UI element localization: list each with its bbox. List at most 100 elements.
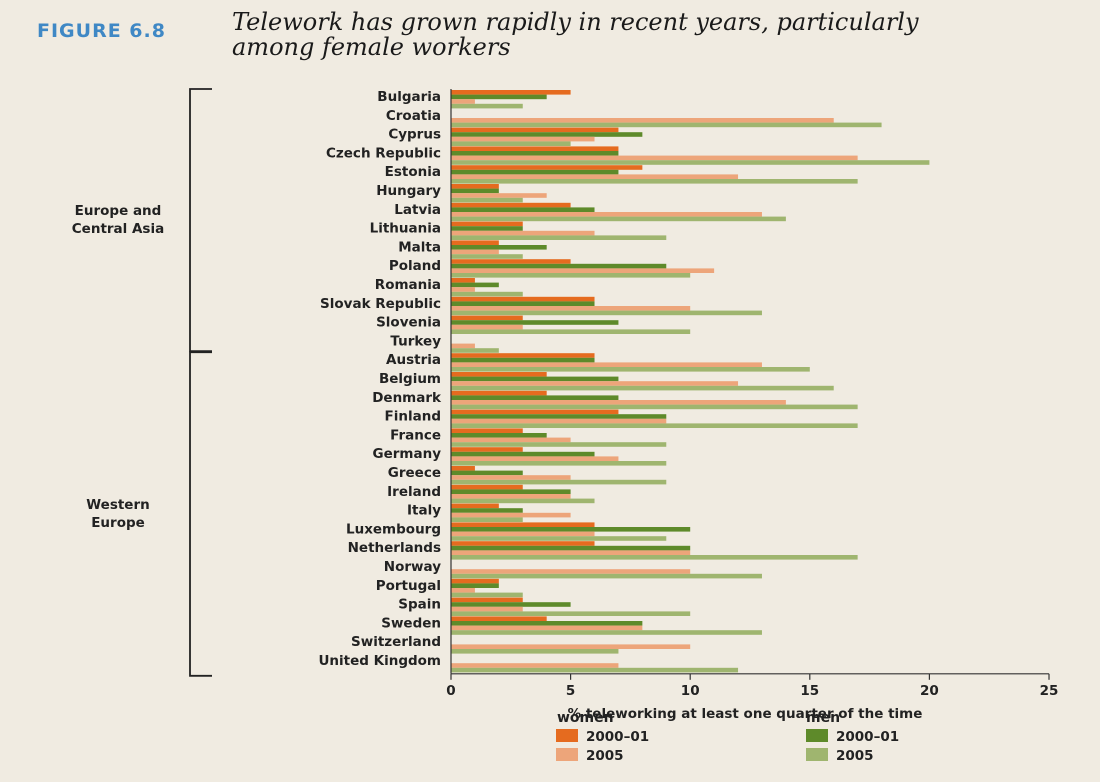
bar-france-s0 — [451, 428, 523, 433]
bar-croatia-s2 — [451, 118, 834, 123]
bar-lithuania-s3 — [451, 235, 667, 240]
bar-croatia-s3 — [451, 122, 882, 128]
bar-ireland-s3 — [451, 498, 595, 504]
bar-slovak-republic-s0 — [451, 296, 595, 302]
bar-poland-s2 — [451, 268, 715, 273]
category-label: Cyprus — [388, 127, 441, 143]
bar-malta-s2 — [451, 249, 499, 255]
bar-romania-s3 — [451, 291, 523, 297]
bar-germany-s3 — [451, 461, 667, 466]
bar-norway-s3 — [451, 573, 762, 579]
bar-slovak-republic-s1 — [451, 301, 595, 306]
category-label: Denmark — [372, 390, 442, 406]
bar-greece-s2 — [451, 475, 571, 480]
bar-luxembourg-s1 — [451, 527, 691, 532]
bar-norway-s2 — [451, 569, 691, 574]
bar-finland-s3 — [451, 423, 858, 428]
bar-hungary-s0 — [451, 184, 499, 189]
bar-italy-s0 — [451, 503, 499, 509]
bar-latvia-s3 — [451, 216, 786, 222]
bar-ireland-s2 — [451, 494, 571, 499]
category-label: United Kingdom — [318, 653, 441, 669]
category-label: Slovak Republic — [320, 296, 441, 312]
bar-hungary-s3 — [451, 197, 523, 203]
bar-sweden-s1 — [451, 621, 643, 626]
legend-label-women-2005: 2005 — [586, 748, 624, 764]
legend-swatch-women-2005 — [556, 748, 578, 761]
bar-luxembourg-s0 — [451, 522, 595, 527]
category-label: Turkey — [390, 333, 441, 349]
bar-malta-s0 — [451, 240, 499, 245]
bar-latvia-s2 — [451, 212, 762, 217]
bar-greece-s3 — [451, 479, 667, 485]
bar-portugal-s1 — [451, 583, 499, 588]
bar-united-kingdom-s2 — [451, 663, 619, 668]
bar-spain-s1 — [451, 602, 571, 607]
category-label: Italy — [407, 503, 441, 519]
category-label: Lithuania — [370, 221, 441, 237]
x-tick-label: 15 — [800, 683, 819, 699]
bar-luxembourg-s3 — [451, 536, 667, 541]
category-label: Germany — [373, 446, 442, 462]
bar-cyprus-s3 — [451, 141, 571, 146]
bar-sweden-s0 — [451, 616, 547, 621]
bar-poland-s3 — [451, 273, 691, 278]
bar-netherlands-s1 — [451, 545, 691, 551]
group-label: Europe — [91, 515, 145, 531]
bar-denmark-s0 — [451, 390, 547, 396]
bar-slovenia-s1 — [451, 320, 619, 325]
bar-turkey-s3 — [451, 348, 499, 353]
bar-portugal-s2 — [451, 588, 475, 593]
group-bracket — [189, 88, 212, 353]
category-label: Malta — [398, 239, 441, 255]
bar-italy-s1 — [451, 508, 523, 513]
bar-germany-s2 — [451, 456, 619, 461]
bar-lithuania-s2 — [451, 230, 595, 236]
category-label: Austria — [386, 352, 441, 368]
bar-lithuania-s1 — [451, 226, 523, 231]
bar-austria-s0 — [451, 353, 595, 358]
bar-estonia-s2 — [451, 174, 739, 179]
bar-hungary-s2 — [451, 193, 547, 198]
category-label: Finland — [385, 409, 441, 425]
legend-label-men-2005: 2005 — [836, 748, 874, 764]
bar-spain-s3 — [451, 611, 691, 616]
category-label: Slovenia — [376, 315, 441, 331]
category-label: Romania — [375, 277, 441, 293]
group-bracket — [189, 351, 212, 677]
legend-label-women-2000: 2000–01 — [586, 729, 649, 745]
bar-austria-s1 — [451, 357, 595, 363]
bar-belgium-s3 — [451, 385, 834, 391]
bar-slovak-republic-s2 — [451, 306, 691, 311]
x-tick-label: 20 — [920, 683, 939, 699]
category-label: Ireland — [387, 484, 441, 500]
figure-title: Telework has grown rapidly in recent yea… — [232, 8, 919, 61]
bar-lithuania-s0 — [451, 221, 523, 227]
bar-belgium-s2 — [451, 381, 739, 386]
category-label: Estonia — [385, 164, 441, 180]
bar-netherlands-s3 — [451, 555, 858, 560]
bar-romania-s0 — [451, 278, 475, 283]
category-label: Switzerland — [351, 634, 441, 650]
bar-germany-s1 — [451, 451, 595, 457]
bar-switzerland-s3 — [451, 649, 619, 654]
bar-czech-republic-s3 — [451, 160, 930, 165]
bar-poland-s1 — [451, 263, 667, 269]
category-label: Sweden — [381, 615, 441, 631]
category-label: France — [390, 427, 441, 443]
bar-latvia-s0 — [451, 202, 571, 208]
bar-slovenia-s0 — [451, 315, 523, 321]
category-label: Greece — [388, 465, 441, 481]
bar-austria-s2 — [451, 362, 762, 367]
bar-luxembourg-s2 — [451, 531, 595, 537]
bar-denmark-s1 — [451, 395, 619, 400]
bar-bulgaria-s3 — [451, 103, 523, 109]
bar-poland-s0 — [451, 259, 571, 264]
bar-portugal-s0 — [451, 578, 499, 584]
category-label: Croatia — [386, 108, 441, 124]
group-label: Central Asia — [72, 221, 164, 237]
bar-denmark-s3 — [451, 404, 858, 410]
bar-cyprus-s0 — [451, 127, 619, 133]
bar-latvia-s1 — [451, 207, 595, 212]
